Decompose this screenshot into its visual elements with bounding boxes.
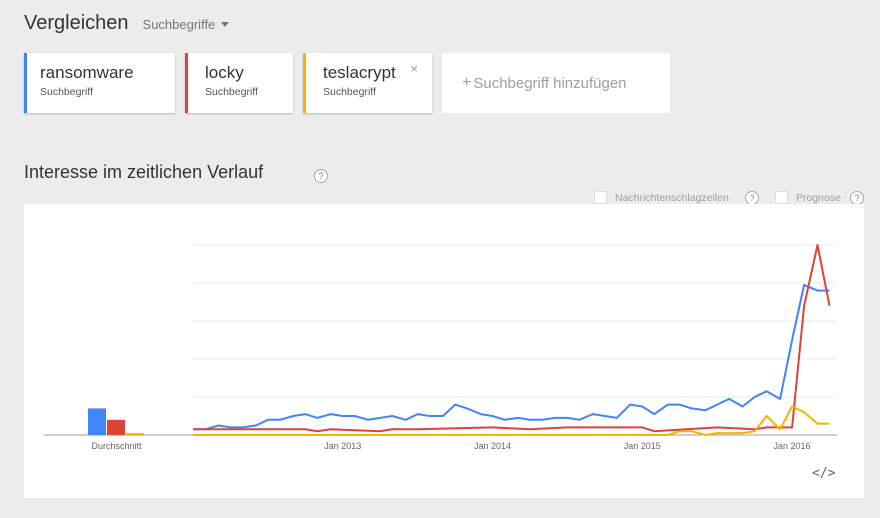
help-icon[interactable]: ?: [314, 169, 328, 183]
close-icon[interactable]: ×: [410, 61, 418, 76]
interest-over-time-chart: Jan 2013 Jan 2014 Jan 2015 Jan 2016 Durchsch…: [44, 244, 837, 451]
search-terms-dropdown[interactable]: Suchbegriffe: [143, 17, 230, 32]
option-label: Nachrichtenschlagzeilen: [615, 191, 729, 204]
term-color-bar: [24, 53, 27, 113]
x-tick-label: Jan 2013: [324, 441, 361, 451]
average-bar: [88, 408, 106, 435]
series-line: [193, 405, 830, 436]
caret-down-icon: [221, 22, 230, 27]
option-news-headlines[interactable]: Nachrichtenschlagzeilen: [594, 191, 729, 204]
option-forecast[interactable]: Prognose: [775, 191, 841, 204]
term-name: teslacrypt: [323, 63, 396, 82]
term-subtitle: Suchbegriff: [205, 86, 258, 98]
series-line: [193, 244, 831, 433]
term-card-ransomware[interactable]: ransomware Suchbegriff: [24, 53, 175, 113]
checkbox[interactable]: [775, 191, 788, 204]
term-name: ransomware: [40, 63, 134, 82]
average-bar: [126, 433, 144, 435]
section-title: Interesse im zeitlichen Verlauf: [24, 162, 264, 182]
term-card-teslacrypt[interactable]: teslacrypt Suchbegriff ×: [303, 53, 432, 113]
compare-header: Vergleichen Suchbegriffe: [24, 12, 230, 35]
help-icon[interactable]: ?: [745, 191, 759, 205]
term-name: locky: [205, 63, 244, 82]
add-search-term-button[interactable]: + Suchbegriff hinzufügen: [442, 53, 670, 113]
average-bar: [107, 419, 125, 435]
embed-code-icon[interactable]: </>: [812, 466, 836, 481]
term-subtitle: Suchbegriff: [323, 86, 376, 98]
term-color-bar: [303, 53, 306, 113]
x-tick-label: Jan 2014: [474, 441, 511, 451]
x-tick-label: Jan 2015: [624, 441, 661, 451]
page-title: Vergleichen: [24, 12, 129, 34]
series-line: [193, 283, 830, 431]
help-icon[interactable]: ?: [850, 191, 864, 205]
term-card-locky[interactable]: locky Suchbegriff: [185, 53, 293, 113]
plus-icon: +: [462, 74, 472, 91]
term-subtitle: Suchbegriff: [40, 86, 93, 98]
dropdown-label: Suchbegriffe: [142, 17, 216, 32]
x-tick-label: Jan 2016: [774, 441, 811, 451]
chart-card: Jan 2013 Jan 2014 Jan 2015 Jan 2016 Durchsch…: [24, 204, 864, 498]
option-label: Prognose: [796, 191, 841, 204]
checkbox[interactable]: [594, 191, 607, 204]
average-label: Durchschnitt: [91, 441, 142, 451]
term-color-bar: [185, 53, 188, 113]
add-term-label: Suchbegriff hinzufügen: [473, 74, 627, 92]
